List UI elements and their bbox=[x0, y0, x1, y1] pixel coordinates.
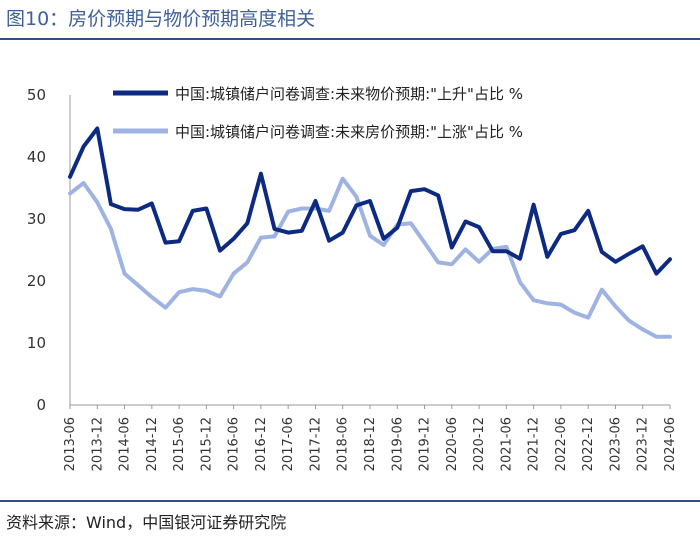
x-tick-label: 2020-06 bbox=[445, 417, 460, 471]
x-tick-label: 2021-06 bbox=[499, 417, 514, 471]
x-tick-label: 2020-12 bbox=[472, 417, 487, 471]
x-tick-label: 2014-06 bbox=[118, 417, 133, 471]
x-tick-label: 2024-06 bbox=[663, 417, 678, 471]
x-tick-label: 2019-06 bbox=[390, 417, 405, 471]
legend-label: 中国:城镇储户问卷调查:未来物价预期:"上升"占比 % bbox=[175, 85, 523, 103]
legend-label: 中国:城镇储户问卷调查:未来房价预期:"上涨"占比 % bbox=[175, 123, 523, 141]
x-tick-label: 2023-06 bbox=[608, 417, 623, 471]
x-tick-label: 2017-06 bbox=[281, 417, 296, 471]
bottom-divider bbox=[0, 500, 700, 502]
y-tick-label: 30 bbox=[27, 210, 46, 228]
series-line-price-expectation bbox=[68, 126, 672, 276]
x-tick-label: 2022-06 bbox=[554, 417, 569, 471]
x-tick-label: 2013-12 bbox=[90, 417, 105, 471]
x-tick-label: 2022-12 bbox=[581, 417, 596, 471]
x-tick-label: 2015-12 bbox=[199, 417, 214, 471]
x-tick-label: 2013-06 bbox=[63, 417, 78, 471]
x-tick-label: 2014-12 bbox=[145, 417, 160, 471]
x-axis-ticks: 2013-06 2013-12 2014-06 2014-12 2015-06 2015-… bbox=[63, 405, 678, 471]
x-tick-label: 2021-12 bbox=[527, 417, 542, 471]
series-lines bbox=[68, 126, 672, 339]
y-axis-ticks: 0 10 20 30 40 50 bbox=[27, 86, 46, 414]
figure-title: 图10：房价预期与物价预期高度相关 bbox=[6, 8, 316, 30]
x-tick-label: 2015-06 bbox=[172, 417, 187, 471]
series-line-house-price-expectation bbox=[68, 176, 672, 339]
top-divider bbox=[0, 38, 700, 40]
y-tick-label: 0 bbox=[36, 396, 46, 414]
y-tick-label: 10 bbox=[27, 334, 46, 352]
x-tick-label: 2019-12 bbox=[418, 417, 433, 471]
legend: 中国:城镇储户问卷调查:未来物价预期:"上升"占比 % 中国:城镇储户问卷调查:未… bbox=[113, 85, 523, 141]
x-tick-label: 2016-06 bbox=[227, 417, 242, 471]
y-tick-label: 50 bbox=[27, 86, 46, 104]
source-note: 资料来源：Wind，中国银河证券研究院 bbox=[6, 513, 287, 532]
y-tick-label: 20 bbox=[27, 272, 46, 290]
line-chart: 0 10 20 30 40 50 2013-06 2013-12 2014-06 2014-12… bbox=[27, 85, 678, 471]
x-tick-label: 2018-12 bbox=[363, 417, 378, 471]
y-tick-label: 40 bbox=[27, 148, 46, 166]
x-tick-label: 2017-12 bbox=[308, 417, 323, 471]
x-tick-label: 2016-12 bbox=[254, 417, 269, 471]
x-tick-label: 2023-12 bbox=[636, 417, 651, 471]
x-tick-label: 2018-06 bbox=[336, 417, 351, 471]
